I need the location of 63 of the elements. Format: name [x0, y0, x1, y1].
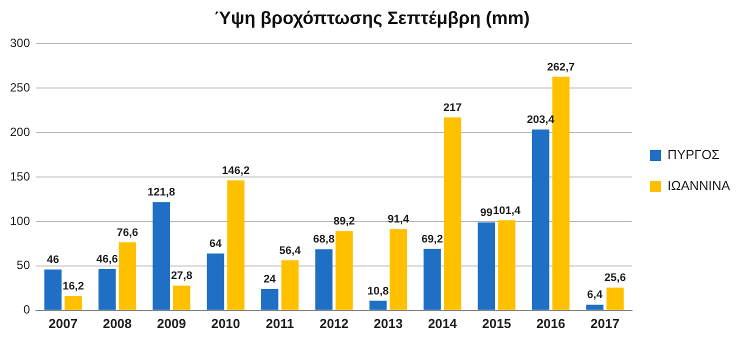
data-label: 76,6 — [116, 226, 138, 239]
y-tick-label: 250 — [10, 80, 30, 94]
bar — [206, 253, 224, 310]
data-label: 217 — [443, 102, 462, 114]
data-label: 64 — [209, 238, 222, 250]
bar — [44, 269, 62, 310]
data-label: 91,4 — [388, 214, 410, 226]
bar — [369, 300, 387, 310]
data-label: 27,8 — [170, 270, 192, 282]
x-tick-label: 2008 — [102, 316, 132, 331]
bar — [64, 296, 82, 310]
x-tick-label: 2013 — [374, 316, 403, 331]
bar — [444, 117, 462, 310]
data-label: 10,8 — [367, 285, 389, 298]
y-tick-label: 150 — [10, 169, 30, 184]
data-label: 25,6 — [604, 272, 626, 284]
x-tick-label: 2017 — [590, 316, 620, 331]
x-tick-label: 2007 — [48, 316, 78, 331]
bar — [336, 231, 353, 310]
bar — [424, 248, 441, 310]
x-tick-label: 2009 — [157, 316, 186, 331]
bar — [227, 180, 244, 310]
bar — [532, 130, 550, 310]
chart-title: Ύψη βροχόπτωσης Σεπτέμβρη (mm) — [214, 8, 530, 28]
data-label: 121,8 — [148, 186, 176, 199]
data-label: 146,2 — [222, 164, 250, 177]
x-tick-label: 2015 — [482, 316, 512, 331]
bar — [498, 220, 516, 310]
data-label: 46 — [46, 254, 60, 266]
data-label: 56,4 — [279, 244, 302, 257]
bar — [173, 286, 190, 310]
x-tick-label: 2012 — [320, 316, 348, 331]
data-label: 46,6 — [96, 253, 118, 266]
data-label: 262,7 — [547, 61, 575, 74]
y-tick-label: 300 — [10, 36, 30, 50]
data-label: 101,4 — [492, 204, 522, 217]
x-tick-label: 2016 — [536, 316, 566, 331]
y-tick-label: 50 — [16, 258, 30, 272]
data-label: 16,2 — [62, 280, 84, 293]
y-tick-label: 200 — [10, 124, 30, 139]
y-tick-label: 100 — [10, 214, 30, 228]
data-label: 99 — [480, 206, 493, 219]
x-tick-label: 2010 — [211, 316, 240, 331]
x-tick-label: 2011 — [266, 316, 294, 331]
bar — [152, 202, 170, 310]
bar — [586, 304, 604, 310]
data-label: 68,8 — [313, 234, 335, 246]
x-tick-label: 2014 — [428, 316, 458, 331]
data-label: 89,2 — [333, 216, 355, 228]
bar — [118, 242, 136, 310]
y-tick-label: 0 — [23, 302, 30, 317]
bar — [315, 249, 333, 310]
bar — [478, 222, 496, 310]
legend-label: ΙΩΑΝΝΙΝΑ — [668, 178, 730, 194]
bar — [606, 288, 624, 310]
data-label: 6,4 — [587, 289, 604, 302]
bar — [281, 260, 299, 310]
bar — [390, 229, 408, 310]
data-label: 69,2 — [422, 233, 443, 246]
data-label: 24 — [264, 274, 277, 286]
bar — [261, 289, 278, 310]
legend-label: ΠΥΡΓΟΣ — [668, 147, 720, 162]
bar — [98, 268, 116, 310]
